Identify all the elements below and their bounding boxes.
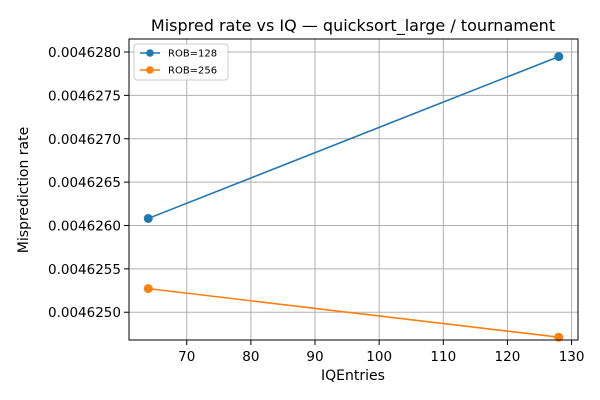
data-point [143,284,153,294]
y-tick-label: 0.0046260 [48,218,121,234]
data-point [554,332,564,342]
legend-swatch-marker [146,66,154,74]
x-tick-label: 80 [242,349,259,365]
series-line [147,55,560,220]
chart-title: Mispred rate vs IQ — quicksort_large / t… [151,16,555,36]
grid-layer [129,39,578,340]
x-tick-label: 90 [306,349,323,365]
legend: ROB=128 ROB=256 [133,43,229,81]
legend-label: ROB=128 [168,49,217,60]
y-axis-label: Misprediction rate [16,127,32,253]
x-tick-label: 130 [559,349,585,365]
y-tick-label: 0.0046275 [48,88,121,104]
data-point [143,213,153,223]
tick-layer: 70 80 90 100 110 120 130 0.0046250 0.0046255 0.00… [48,45,584,365]
y-tick-label: 0.0046280 [48,45,121,61]
x-tick-label: 110 [430,349,456,365]
y-tick-label: 0.0046265 [48,175,121,191]
x-tick-label: 70 [178,349,195,365]
x-axis-label: IQEntries [321,368,385,384]
x-tick-label: 100 [366,349,392,365]
series-layer [143,52,564,342]
data-point [554,52,564,62]
y-tick-label: 0.0046250 [48,305,121,321]
y-tick-label: 0.0046270 [48,132,121,148]
series-line [148,287,559,338]
legend-swatch-marker [146,49,154,57]
legend-label: ROB=256 [168,66,217,77]
plot-frame [128,38,579,341]
y-tick-label: 0.0046255 [48,262,121,278]
x-tick-label: 120 [495,349,521,365]
